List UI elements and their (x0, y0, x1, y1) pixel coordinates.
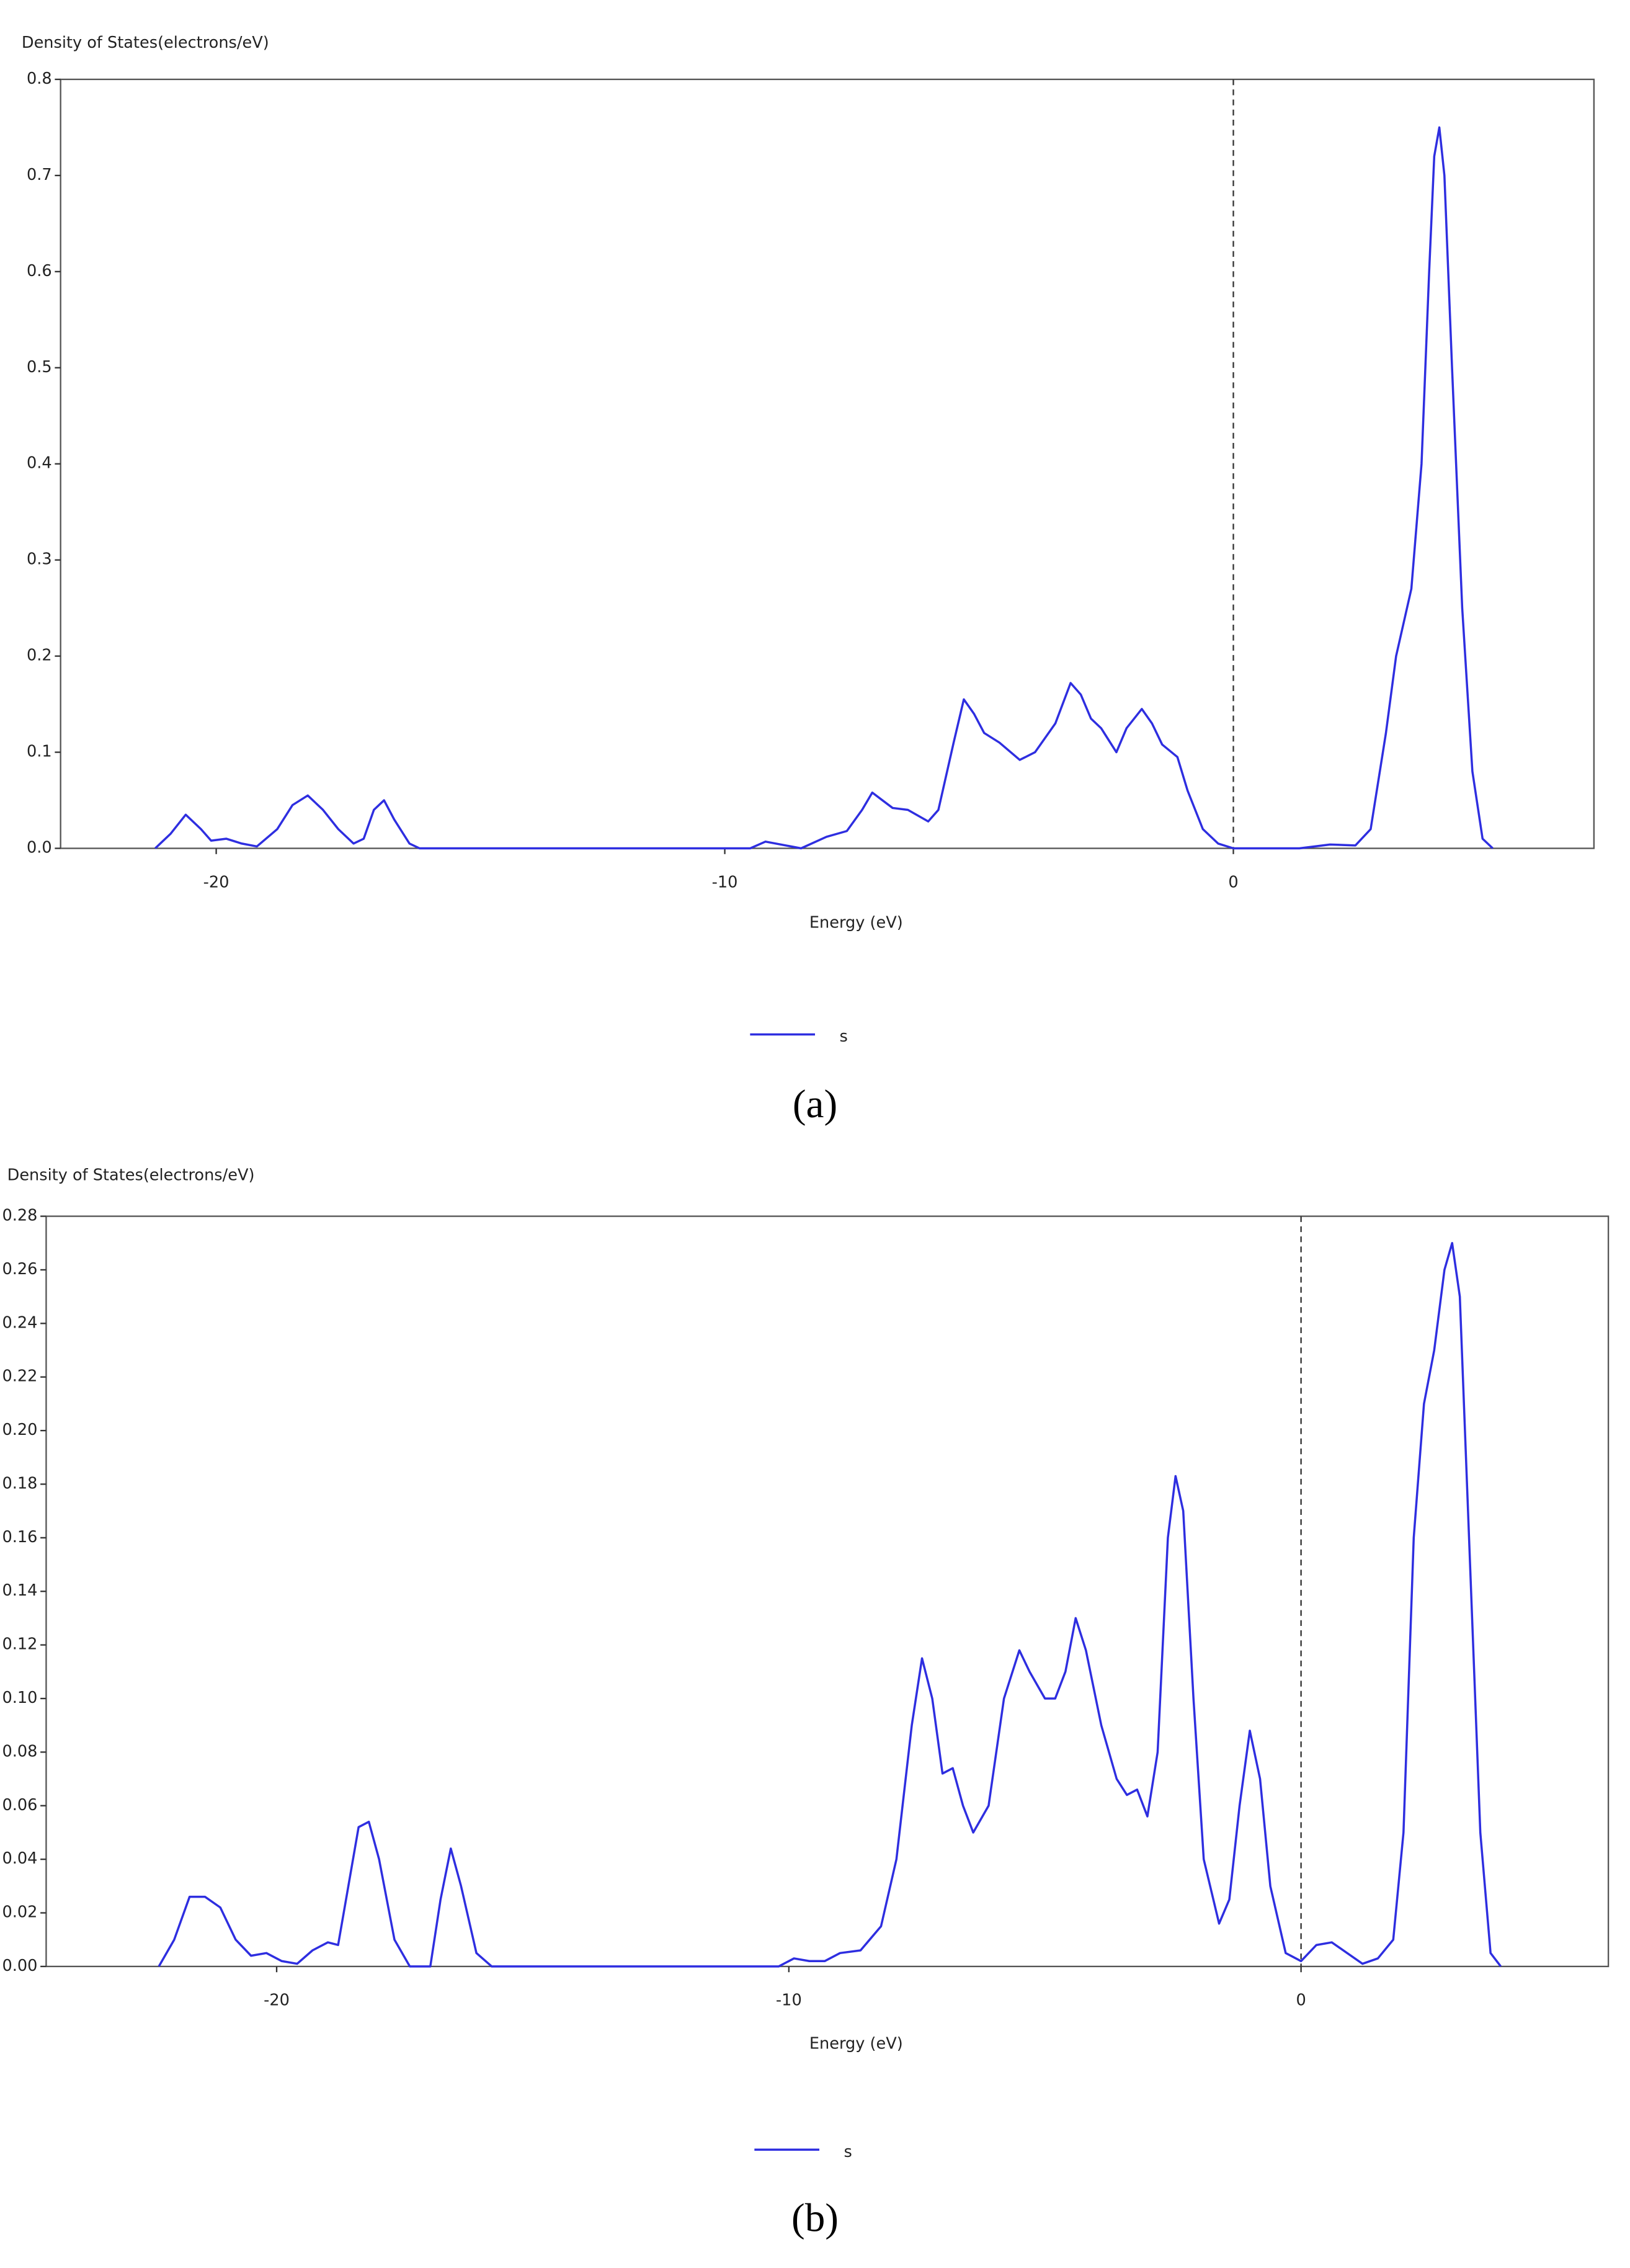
x-tick-label: -20 (203, 873, 229, 891)
y-tick-label: 0.7 (27, 166, 52, 184)
y-tick-label: 0.8 (27, 69, 52, 88)
caption: (b) (791, 2195, 839, 2240)
y-tick-label: 0.4 (27, 454, 52, 473)
y-tick-label: 0.02 (2, 1903, 38, 1922)
y-axis-label: Density of States(electrons/eV) (22, 33, 269, 52)
legend-label: s (840, 1027, 848, 1046)
x-axis-label: Energy (eV) (809, 913, 903, 932)
y-tick-label: 0.00 (2, 1957, 38, 1975)
y-tick-label: 0.16 (2, 1528, 38, 1547)
y-tick-label: 0.3 (27, 550, 52, 569)
y-tick-label: 0.24 (2, 1313, 38, 1332)
x-tick-label: -10 (776, 1991, 802, 2010)
x-axis-label: Energy (eV) (809, 2034, 903, 2053)
y-tick-label: 0.5 (27, 358, 52, 377)
y-tick-label: 0.20 (2, 1421, 38, 1439)
y-axis-label: Density of States(electrons/eV) (7, 1166, 255, 1184)
y-tick-label: 0.14 (2, 1581, 38, 1600)
y-tick-label: 0.6 (27, 262, 52, 280)
y-tick-label: 0.06 (2, 1796, 38, 1815)
y-tick-label: 0.2 (27, 646, 52, 665)
x-tick-label: -10 (712, 873, 738, 891)
x-tick-label: 0 (1228, 873, 1238, 891)
y-tick-label: 0.18 (2, 1474, 38, 1493)
y-tick-label: 0.0 (27, 839, 52, 857)
y-tick-label: 0.12 (2, 1635, 38, 1654)
x-tick-label: -20 (264, 1991, 290, 2010)
data-line (158, 1242, 1502, 1968)
y-tick-label: 0.26 (2, 1260, 38, 1279)
y-tick-label: 0.22 (2, 1367, 38, 1386)
x-tick-label: 0 (1296, 1991, 1306, 2010)
caption: (a) (793, 1082, 837, 1127)
y-tick-label: 0.28 (2, 1207, 38, 1225)
y-tick-label: 0.08 (2, 1742, 38, 1761)
plot-frame (45, 1215, 1610, 1968)
y-tick-label: 0.10 (2, 1689, 38, 1707)
y-tick-label: 0.1 (27, 743, 52, 761)
legend-label: s (844, 2143, 852, 2161)
data-line (154, 126, 1494, 850)
y-tick-label: 0.04 (2, 1849, 38, 1868)
plot-frame (60, 78, 1595, 849)
